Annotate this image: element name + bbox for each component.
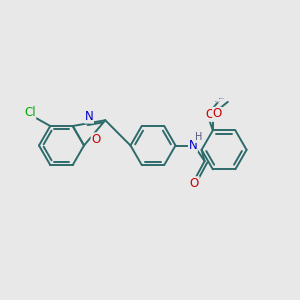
Text: N: N [188, 139, 197, 152]
Text: methoxy: methoxy [218, 98, 225, 99]
Text: H: H [195, 132, 202, 142]
Text: methoxy: methoxy [218, 100, 224, 102]
Text: O: O [213, 107, 222, 120]
Text: N: N [85, 110, 93, 123]
Text: Cl: Cl [24, 106, 36, 119]
Text: methoxy: methoxy [215, 101, 221, 102]
Text: O: O [91, 133, 101, 146]
Text: O: O [190, 177, 199, 190]
Text: O: O [205, 108, 214, 121]
